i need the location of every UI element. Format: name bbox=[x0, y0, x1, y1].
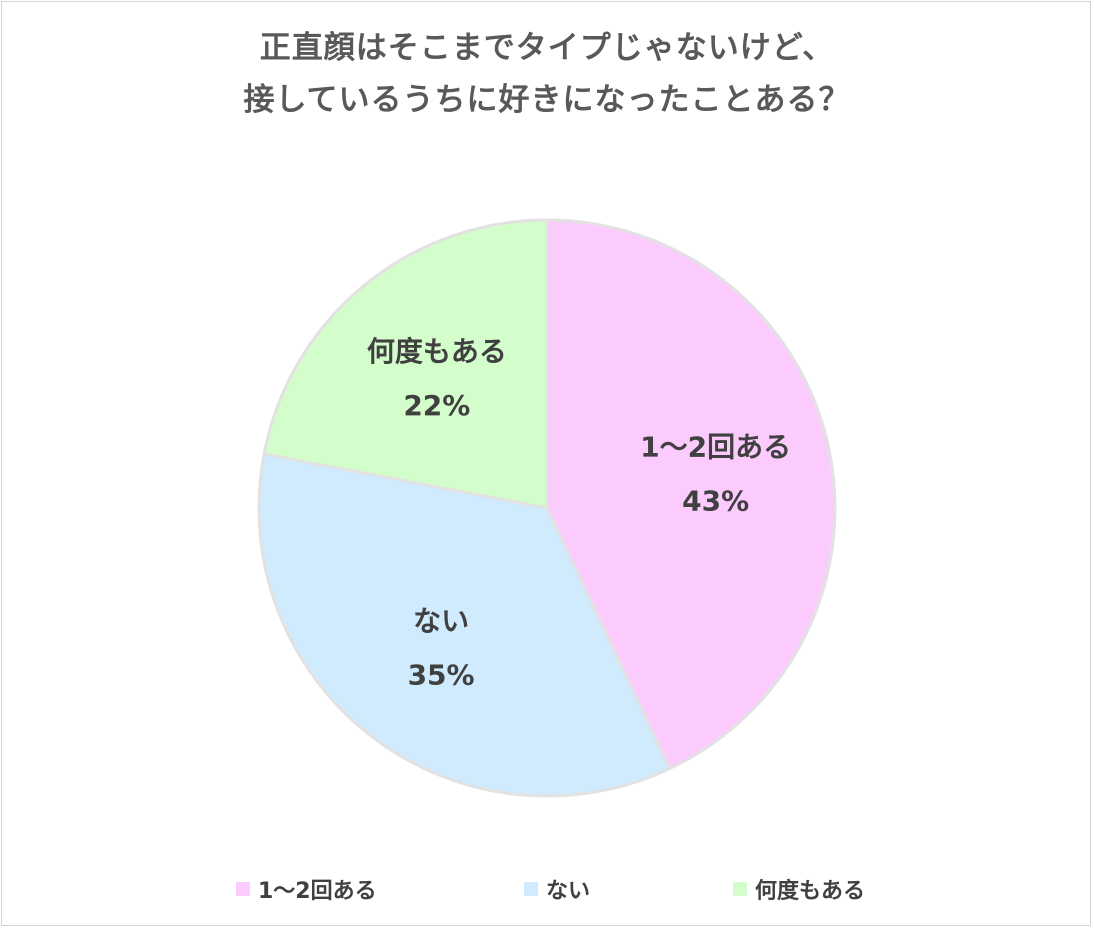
data-label-value-1-2-times: 43% bbox=[682, 484, 749, 517]
pie-slice-many-times bbox=[262, 218, 549, 510]
legend-label-many-times: 何度もある bbox=[755, 879, 866, 904]
chart-title-line-1: 正直顔はそこまでタイプじゃないけど、 bbox=[259, 30, 835, 66]
legend-item-none: ない bbox=[524, 873, 590, 905]
data-label-name-none: ない bbox=[413, 605, 469, 638]
pie-slice-none bbox=[257, 452, 672, 798]
legend-swatch-none bbox=[524, 882, 538, 896]
legend: 1〜2回ある ない 何度もある bbox=[0, 873, 1094, 905]
legend-item-1-2-times: 1〜2回ある bbox=[236, 873, 377, 905]
pie-slice-1-2-times bbox=[545, 218, 837, 771]
legend-label-1-2-times: 1〜2回ある bbox=[258, 879, 377, 904]
data-label-name-many-times: 何度もある bbox=[367, 335, 507, 368]
data-label-value-many-times: 22% bbox=[403, 389, 470, 422]
legend-swatch-1-2-times bbox=[236, 882, 250, 896]
data-label-value-none: 35% bbox=[408, 659, 475, 692]
legend-label-none: ない bbox=[546, 879, 591, 904]
legend-item-many-times: 何度もある bbox=[733, 873, 865, 905]
chart-title-line-2: 接しているうちに好きになったことある？ bbox=[243, 82, 851, 118]
chart-title: 正直顔はそこまでタイプじゃないけど、 接しているうちに好きになったことある？ bbox=[0, 22, 1094, 126]
legend-swatch-many-times bbox=[733, 882, 747, 896]
data-label-name-1-2-times: 1〜2回ある bbox=[640, 430, 791, 463]
